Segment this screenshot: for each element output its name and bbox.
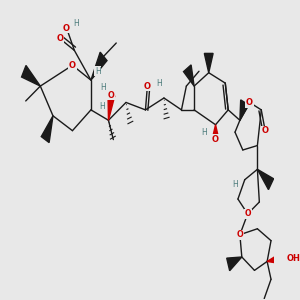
Text: O: O <box>236 230 243 239</box>
Text: H: H <box>232 180 238 189</box>
Text: O: O <box>246 98 253 107</box>
Text: O: O <box>262 126 269 135</box>
Polygon shape <box>204 53 213 73</box>
Text: O: O <box>108 91 115 100</box>
Polygon shape <box>267 253 281 264</box>
Polygon shape <box>212 125 219 140</box>
Text: H: H <box>95 67 100 76</box>
Text: H: H <box>101 83 106 92</box>
Polygon shape <box>257 169 274 190</box>
Text: O: O <box>63 24 70 33</box>
Text: O: O <box>212 135 219 144</box>
Polygon shape <box>227 257 242 271</box>
Polygon shape <box>91 52 107 80</box>
Polygon shape <box>41 116 53 142</box>
Polygon shape <box>184 65 194 86</box>
Polygon shape <box>108 94 115 120</box>
Text: H: H <box>156 79 162 88</box>
Polygon shape <box>22 65 40 86</box>
Text: OH: OH <box>286 254 300 263</box>
Text: O: O <box>244 209 251 218</box>
Text: O: O <box>69 61 76 70</box>
Text: H: H <box>100 102 106 111</box>
Text: O: O <box>144 82 151 91</box>
Polygon shape <box>240 100 249 120</box>
Text: H: H <box>201 128 207 137</box>
Text: H: H <box>74 19 79 28</box>
Text: O: O <box>56 34 63 43</box>
